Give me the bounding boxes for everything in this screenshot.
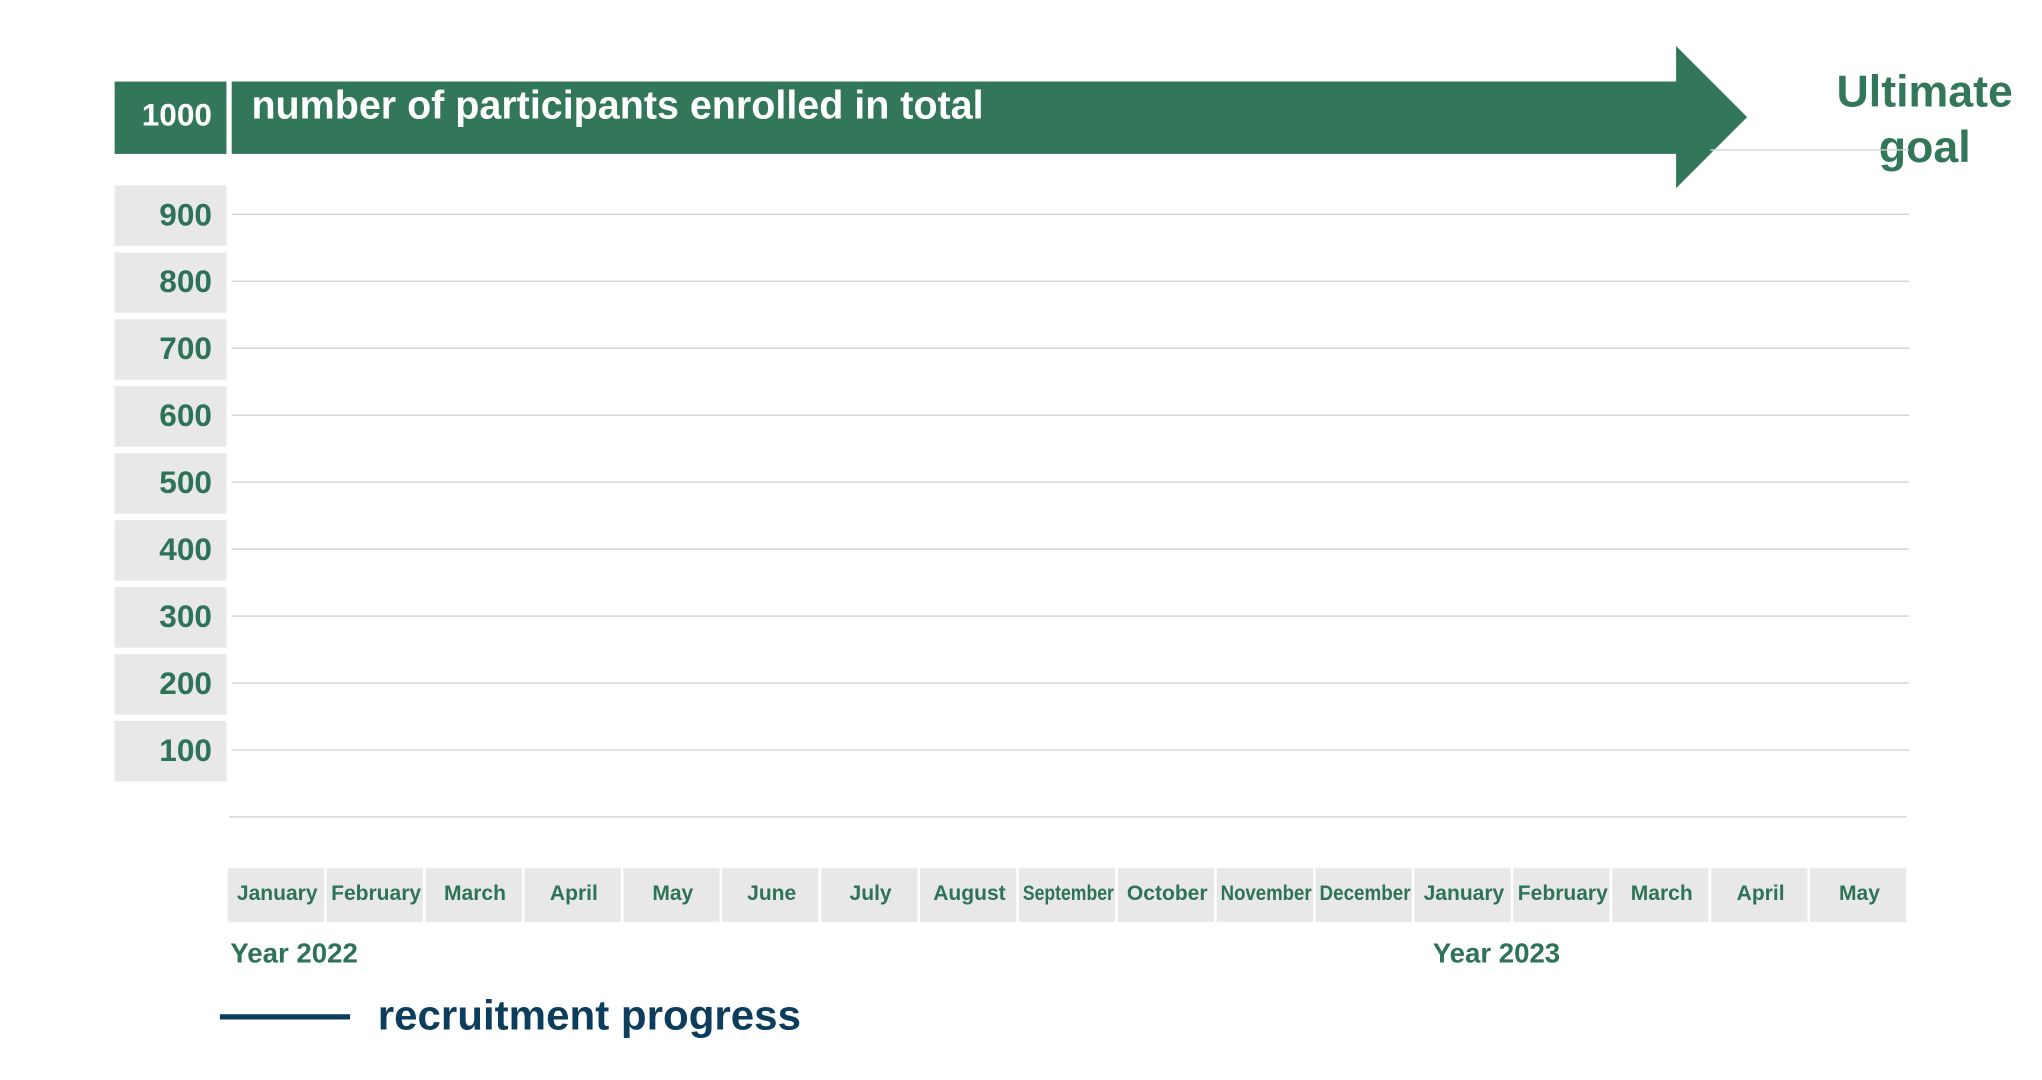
x-tick-label: May bbox=[652, 882, 693, 905]
x-tick-label: January bbox=[1424, 882, 1505, 905]
y-tick-label: 400 bbox=[159, 531, 212, 567]
x-tick-box bbox=[920, 868, 1017, 923]
y-tick-box bbox=[114, 81, 227, 154]
x-tick-label: July bbox=[850, 882, 892, 905]
x-tick-box bbox=[1414, 868, 1511, 923]
y-tick-box bbox=[114, 654, 227, 715]
x-tick-label: June bbox=[747, 882, 796, 905]
y-tick-label: 600 bbox=[159, 397, 212, 433]
x-tick-box bbox=[1810, 868, 1907, 923]
y-tick-box bbox=[114, 252, 227, 313]
x-tick-box bbox=[1117, 868, 1215, 923]
y-tick-label: 1000 bbox=[142, 96, 212, 132]
x-tick-box bbox=[821, 868, 918, 923]
x-tick-box bbox=[326, 868, 423, 923]
x-tick-label: September bbox=[1023, 882, 1114, 905]
x-tick-label: April bbox=[1737, 882, 1785, 905]
x-tick-box bbox=[1711, 868, 1808, 923]
x-tick-label: May bbox=[1839, 882, 1880, 905]
x-tick-label: April bbox=[550, 882, 598, 905]
y-tick-label: 900 bbox=[159, 196, 212, 232]
x-tick-label: November bbox=[1221, 882, 1312, 905]
y-tick-box bbox=[114, 319, 227, 380]
chart-title: number of participants enrolled in total bbox=[251, 83, 983, 127]
x-tick-label: December bbox=[1320, 882, 1411, 905]
x-tick-label: February bbox=[331, 882, 421, 905]
title-arrow bbox=[231, 46, 1748, 189]
y-tick-label: 800 bbox=[159, 263, 212, 299]
x-tick-label: March bbox=[444, 882, 506, 905]
x-tick-box bbox=[1216, 868, 1313, 923]
x-tick-box bbox=[524, 868, 621, 923]
y-tick-label: 500 bbox=[159, 464, 212, 500]
legend-label: recruitment progress bbox=[378, 991, 801, 1038]
x-tick-label: October bbox=[1127, 882, 1208, 905]
x-tick-box bbox=[425, 868, 522, 923]
y-tick-box bbox=[114, 721, 227, 782]
y-tick-box bbox=[114, 386, 227, 447]
y-tick-box bbox=[114, 185, 227, 246]
y-tick-box bbox=[114, 587, 227, 648]
y-tick-label: 700 bbox=[159, 330, 212, 366]
x-tick-label: August bbox=[933, 882, 1005, 905]
year-label: Year 2022 bbox=[230, 937, 357, 968]
x-tick-label: February bbox=[1518, 882, 1608, 905]
y-tick-box bbox=[114, 453, 227, 514]
x-tick-box bbox=[623, 868, 720, 923]
x-tick-box bbox=[227, 868, 325, 923]
x-tick-box bbox=[1315, 868, 1412, 923]
y-tick-label: 300 bbox=[159, 598, 212, 634]
y-tick-label: 200 bbox=[159, 665, 212, 701]
x-tick-box bbox=[1513, 868, 1610, 923]
goal-annotation: Ultimate goal bbox=[1837, 68, 2013, 172]
y-tick-label: 100 bbox=[159, 732, 212, 768]
x-tick-box bbox=[1018, 868, 1116, 923]
y-tick-box bbox=[114, 520, 227, 581]
year-label: Year 2023 bbox=[1433, 937, 1560, 968]
x-tick-label: March bbox=[1631, 882, 1693, 905]
x-tick-box bbox=[722, 868, 819, 923]
x-tick-label: January bbox=[237, 882, 318, 905]
x-tick-box bbox=[1612, 868, 1709, 923]
